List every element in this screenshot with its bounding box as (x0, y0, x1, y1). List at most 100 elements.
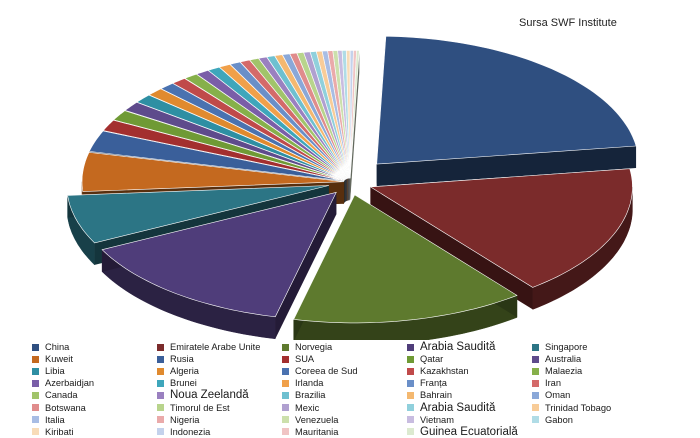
legend-item: Algeria (157, 365, 199, 377)
legend-item: Oman (532, 389, 570, 401)
legend-swatch (532, 404, 539, 411)
legend-label: Vietnam (420, 414, 454, 425)
legend-item: Rusia (157, 353, 194, 365)
legend-item: Venezuela (282, 414, 338, 426)
legend-item: SUA (282, 353, 314, 365)
legend-label: Australia (545, 354, 582, 365)
legend-label: Brazilia (295, 390, 326, 401)
pie-slice (349, 50, 360, 201)
legend-item: Arabia Saudită (407, 341, 495, 353)
legend-item: Singapore (532, 341, 587, 353)
pie-slice (101, 191, 337, 340)
legend-item: China (32, 341, 69, 353)
legend-item: Norvegia (282, 341, 332, 353)
legend-swatch (32, 367, 39, 375)
legend-item: Arabia Saudită (407, 402, 495, 414)
legend-item: Timorul de Est (157, 402, 230, 414)
legend-swatch (282, 343, 289, 351)
legend-label: Timorul de Est (170, 402, 230, 413)
legend-swatch (157, 428, 164, 436)
legend-label: Algeria (170, 366, 199, 377)
legend-swatch (532, 343, 539, 351)
legend-label: Arabia Saudită (420, 401, 496, 414)
legend-item: Mauritania (282, 426, 338, 438)
legend-label: Norvegia (295, 342, 333, 352)
legend-label: Trinidad Tobago (545, 402, 612, 413)
legend-label: Mauritania (295, 426, 339, 437)
legend-swatch (282, 367, 289, 375)
legend-swatch (157, 367, 164, 375)
legend-label: Libia (45, 366, 65, 377)
legend-swatch (32, 428, 39, 436)
legend-item: Irlanda (282, 377, 323, 389)
legend-swatch (282, 379, 289, 387)
legend-swatch (407, 367, 414, 375)
legend-swatch (407, 379, 414, 387)
legend-label: Gabon (545, 414, 573, 425)
legend-label: Singapore (545, 342, 588, 352)
legend-item: Qatar (407, 353, 443, 365)
legend-swatch (157, 355, 164, 363)
legend-label: Kuweit (45, 354, 73, 365)
legend-item: Trinidad Tobago (532, 402, 611, 414)
legend-label: Arabia Saudită (420, 341, 496, 353)
legend-label: Italia (45, 414, 65, 425)
legend-label: Franța (420, 378, 447, 389)
pie-chart (67, 35, 637, 340)
legend-item: Azerbaidjan (32, 377, 94, 389)
legend-label: Bahrain (420, 390, 453, 401)
legend-swatch (32, 404, 39, 411)
legend-swatch (407, 391, 414, 399)
legend-label: Emiratele Arabe Unite (170, 342, 261, 352)
legend-swatch (532, 367, 539, 375)
legend-item: Guinea Ecuatorială (407, 426, 518, 438)
legend-item: Indonezia (157, 426, 210, 438)
legend-item: Australia (532, 353, 581, 365)
legend-item: Kiribati (32, 426, 73, 438)
legend-label: Brunei (170, 378, 197, 389)
legend-swatch (157, 391, 164, 399)
legend-label: Kiribati (45, 426, 74, 437)
legend-swatch (157, 416, 164, 424)
legend-item: Kuweit (32, 353, 73, 365)
legend-item: Nigeria (157, 414, 199, 426)
legend-item: Canada (32, 389, 78, 401)
legend-swatch (32, 416, 39, 424)
legend-label: Kazakhstan (420, 366, 469, 377)
legend-item: Malaezia (532, 365, 582, 377)
legend-label: Nigeria (170, 414, 200, 425)
legend-swatch (407, 343, 414, 351)
legend-label: Qatar (420, 354, 444, 365)
pie-slice (369, 168, 633, 310)
legend-item: Franța (407, 377, 447, 389)
legend-label: Venezuela (295, 414, 339, 425)
legend-swatch (532, 416, 539, 424)
source-note: Sursa SWF Institute (519, 17, 617, 29)
legend-label: Botswana (45, 402, 86, 413)
legend-label: Coreea de Sud (295, 366, 358, 377)
legend-swatch (157, 379, 164, 387)
legend-label: Malaezia (545, 366, 583, 377)
legend-label: SUA (295, 354, 315, 365)
legend-item: Noua Zeelandă (157, 389, 249, 401)
legend-swatch (282, 391, 289, 399)
legend-item: Kazakhstan (407, 365, 469, 377)
legend-label: Oman (545, 390, 571, 401)
legend-swatch (32, 379, 39, 387)
legend-item: Brazilia (282, 389, 325, 401)
pie-slice (376, 35, 637, 187)
legend-item: Vietnam (407, 414, 454, 426)
legend-label: Iran (545, 378, 562, 389)
legend-label: Irlanda (295, 378, 324, 389)
legend-item: Coreea de Sud (282, 365, 358, 377)
legend-swatch (282, 416, 289, 424)
legend-label: Canada (45, 390, 78, 401)
legend-label: Noua Zeelandă (170, 389, 249, 402)
legend: China Emiratele Arabe Unite Norvegia Arabia… (32, 341, 700, 438)
legend-label: Indonezia (170, 426, 211, 437)
legend-swatch (157, 404, 164, 411)
legend-label: Guinea Ecuatorială (420, 425, 518, 438)
legend-label: Azerbaidjan (45, 378, 95, 389)
legend-item: Bahrain (407, 389, 452, 401)
